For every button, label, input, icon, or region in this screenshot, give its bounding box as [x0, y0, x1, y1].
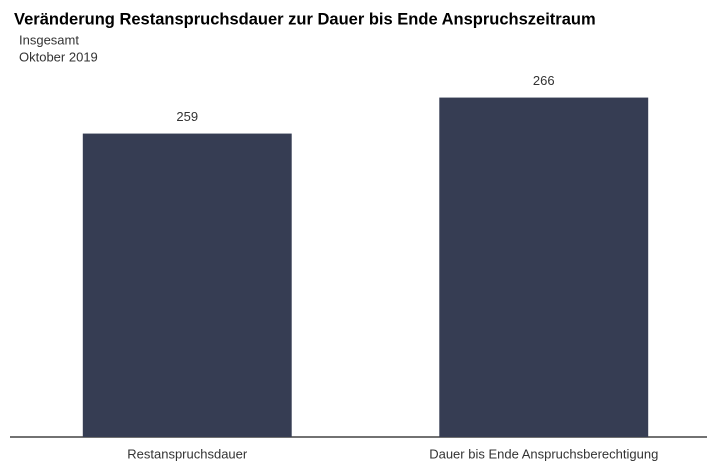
value-label: 259 — [176, 109, 198, 124]
chart-title: Veränderung Restanspruchsdauer zur Dauer… — [14, 10, 596, 28]
chart-period: Oktober 2019 — [19, 49, 98, 64]
bar — [439, 97, 649, 438]
chart-subtitle: Insgesamt — [19, 32, 79, 47]
x-tick-label: Restanspruchsdauer — [127, 446, 248, 461]
bar — [82, 133, 292, 438]
value-label: 266 — [533, 73, 555, 88]
x-tick-label: Dauer bis Ende Anspruchsberechtigung — [429, 446, 658, 461]
